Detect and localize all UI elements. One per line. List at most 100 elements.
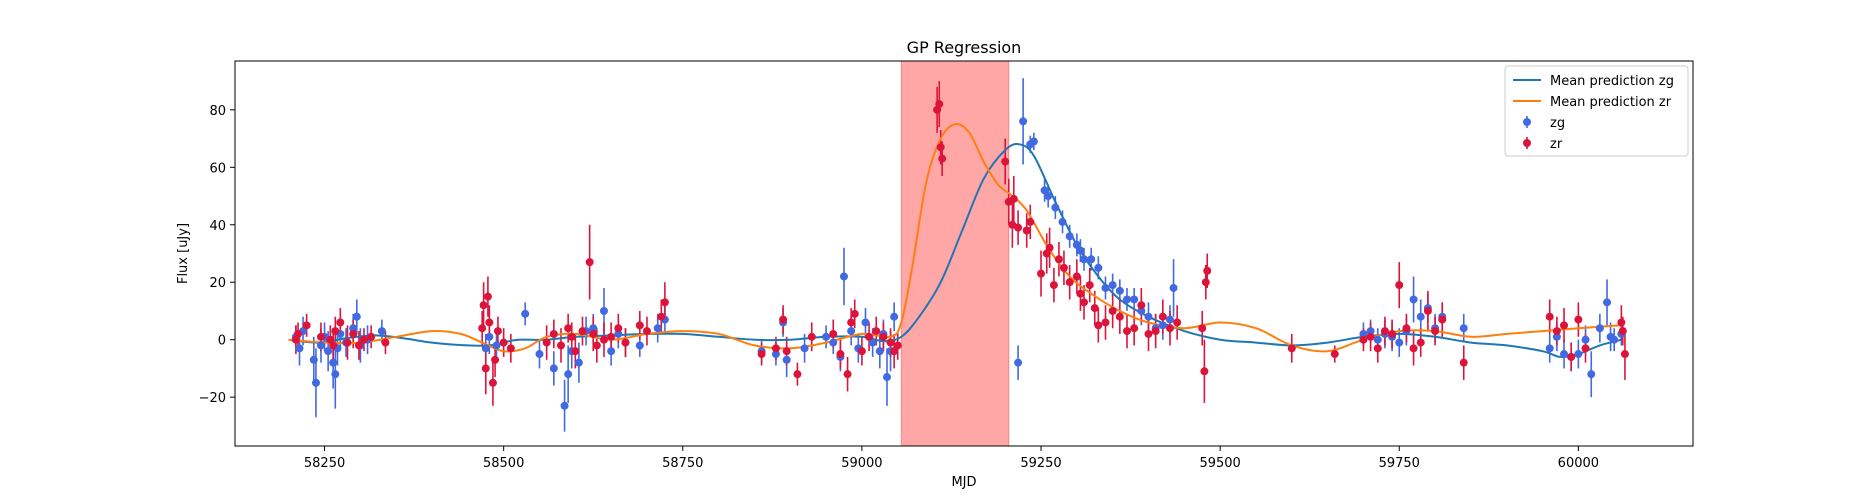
point-zg xyxy=(607,347,616,356)
point-zg xyxy=(782,355,791,364)
point-zr xyxy=(381,338,390,347)
point-zg xyxy=(1065,232,1074,241)
point-zr xyxy=(1026,217,1035,226)
point-zr xyxy=(1395,281,1404,290)
point-zr xyxy=(506,344,515,353)
point-zr xyxy=(757,350,766,359)
point-zr xyxy=(1049,281,1058,290)
point-zr xyxy=(578,327,587,336)
point-zr xyxy=(865,332,874,341)
point-zg xyxy=(309,355,318,364)
point-zr xyxy=(1402,324,1411,333)
point-zr xyxy=(886,338,895,347)
point-zg xyxy=(635,341,644,350)
point-zg xyxy=(1101,283,1110,292)
point-zg xyxy=(829,338,838,347)
point-zg xyxy=(1610,335,1619,344)
point-zr xyxy=(1574,315,1583,324)
point-zr xyxy=(1059,263,1068,272)
point-zg xyxy=(549,364,558,373)
point-zr xyxy=(367,332,376,341)
point-zr xyxy=(1022,226,1031,235)
point-zg xyxy=(564,370,573,379)
point-zg xyxy=(1373,335,1382,344)
y-tick-label: 80 xyxy=(209,104,226,119)
point-zr xyxy=(1065,278,1074,287)
point-zg xyxy=(1158,321,1167,330)
point-zr xyxy=(1287,344,1296,353)
point-zr xyxy=(1158,312,1167,321)
point-zr xyxy=(1567,352,1576,361)
point-zr xyxy=(847,318,856,327)
point-zg xyxy=(329,358,338,367)
point-zr xyxy=(938,154,947,163)
y-tick-label: 40 xyxy=(209,219,226,234)
point-zr xyxy=(1200,367,1209,376)
point-zg xyxy=(653,324,662,333)
point-zr xyxy=(542,338,551,347)
x-tick-label: 58500 xyxy=(483,456,524,471)
point-zg xyxy=(1459,324,1468,333)
point-zr xyxy=(349,329,358,338)
point-zg xyxy=(316,341,325,350)
point-zg xyxy=(1552,332,1561,341)
point-zg xyxy=(1014,358,1023,367)
point-zr xyxy=(1431,327,1440,336)
point-zr xyxy=(614,324,623,333)
point-zr xyxy=(1330,350,1339,359)
y-axis-title: Flux [uJy] xyxy=(176,223,191,284)
point-zg xyxy=(1130,295,1139,304)
tick-layer: 58250 58500 58750 59000 59250 59500 59750 60000… xyxy=(199,104,1599,471)
point-zg xyxy=(882,373,891,382)
point-zr xyxy=(1054,255,1063,264)
point-zr xyxy=(294,329,303,338)
point-zr xyxy=(1115,312,1124,321)
point-zg xyxy=(324,347,333,356)
point-zr xyxy=(1620,350,1629,359)
point-zg xyxy=(1409,295,1418,304)
legend-label-zr: zr xyxy=(1550,137,1563,152)
point-zg xyxy=(1115,286,1124,295)
point-zr xyxy=(585,258,594,267)
point-zr xyxy=(488,378,497,387)
point-zr xyxy=(1137,301,1146,310)
point-zr xyxy=(336,318,345,327)
plot-frame xyxy=(234,60,1694,447)
x-tick-label: 59750 xyxy=(1379,456,1420,471)
point-zr xyxy=(485,318,494,327)
point-zg xyxy=(1058,217,1067,226)
chart-title: GP Regression xyxy=(907,38,1022,57)
point-zr xyxy=(567,332,576,341)
point-zr xyxy=(1085,281,1094,290)
point-zr xyxy=(872,327,881,336)
point-zg xyxy=(1144,312,1153,321)
point-zg xyxy=(822,332,831,341)
point-zg xyxy=(352,312,361,321)
point-zr xyxy=(1203,266,1212,275)
point-zr xyxy=(635,321,644,330)
x-tick-label: 59500 xyxy=(1199,456,1240,471)
point-zr xyxy=(771,344,780,353)
point-zr xyxy=(890,347,899,356)
point-zr xyxy=(478,324,487,333)
point-zg xyxy=(1587,370,1596,379)
point-zr xyxy=(571,347,580,356)
point-zr xyxy=(807,332,816,341)
point-zr xyxy=(331,327,340,336)
point-zr xyxy=(599,335,608,344)
point-zr xyxy=(1144,329,1153,338)
point-zr xyxy=(1409,344,1418,353)
legend-box xyxy=(1504,65,1689,157)
legend-label-mean-prediction-zr: Mean prediction zr xyxy=(1550,95,1672,110)
point-zr xyxy=(793,370,802,379)
point-zr xyxy=(642,327,651,336)
point-zg xyxy=(1416,312,1425,321)
point-zr xyxy=(1560,321,1569,330)
point-zr xyxy=(1090,304,1099,313)
x-axis-title: MJD xyxy=(951,475,976,490)
point-zr xyxy=(1009,194,1018,203)
point-zr xyxy=(829,329,838,338)
point-zr xyxy=(1545,312,1554,321)
point-zr xyxy=(1618,327,1627,336)
highlight-band-layer xyxy=(900,60,1010,447)
